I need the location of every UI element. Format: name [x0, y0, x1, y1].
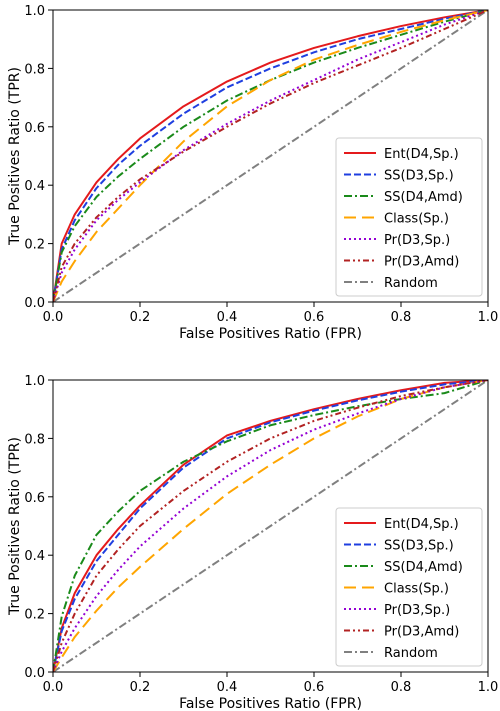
x-tick-label: 0.2	[130, 310, 151, 325]
legend-label: Pr(D3,Amd)	[384, 255, 459, 270]
series-line-class-sp	[53, 10, 488, 302]
legend-label: SS(D4,Amd)	[384, 560, 463, 575]
y-tick-label: 0.6	[24, 121, 45, 136]
roc-chart-top: 0.0 0.2 0.4 0.6 0.8 1.0 0.0 0.2 0.4 0.6 0.8 1.0 Fals…	[7, 4, 498, 342]
y-tick-label: 0.4	[24, 179, 45, 194]
x-axis-label: False Positives Ratio (FPR)	[179, 696, 362, 711]
x-tick-label: 0.0	[43, 680, 64, 695]
series-line-random	[53, 380, 488, 672]
x-tick-label: 1.0	[478, 310, 499, 325]
x-tick-label: 0.8	[391, 310, 412, 325]
y-tick-label: 0.2	[24, 608, 45, 623]
x-axis-label: False Positives Ratio (FPR)	[179, 326, 362, 342]
legend-box	[335, 507, 483, 667]
x-tick-label: 0.4	[217, 680, 238, 695]
series-line-ss-d4-amd	[53, 380, 488, 672]
legend-label: SS(D3,Sp.)	[384, 539, 454, 554]
series-line-random	[53, 10, 488, 302]
y-tick-label: 0.8	[24, 62, 45, 77]
y-tick-label: 0.4	[24, 549, 45, 564]
legend-label: Ent(D4,Sp.)	[384, 147, 459, 162]
legend-label: Pr(D3,Sp.)	[384, 233, 450, 248]
legend-label: Ent(D4,Sp.)	[384, 517, 459, 532]
y-axis-label: True Positives Ratio (TPR)	[7, 67, 23, 246]
roc-chart-bottom: 0.0 0.2 0.4 0.6 0.8 1.0 0.0 0.2 0.4 0.6 0.8 1.0 Fals…	[7, 374, 498, 711]
x-tick-label: 0.6	[304, 310, 325, 325]
series-line-pr-d3-sp	[53, 10, 488, 302]
x-tick-label: 0.6	[304, 680, 325, 695]
y-tick-label: 1.0	[24, 4, 45, 19]
legend-label: Random	[384, 276, 438, 291]
legend-label: SS(D3,Sp.)	[384, 169, 454, 184]
legend-label: SS(D4,Amd)	[384, 190, 463, 205]
plot-frame	[52, 379, 489, 673]
legend: Ent(D4,Sp.) SS(D3,Sp.) SS(D4,Amd) Class(Sp.…	[335, 507, 483, 667]
series-line-ss-d3-sp	[53, 10, 488, 302]
x-tick-label: 0.0	[43, 310, 64, 325]
y-tick-label: 1.0	[24, 374, 45, 389]
series-line-pr-d3-sp	[53, 380, 488, 672]
legend-label: Pr(D3,Sp.)	[384, 603, 450, 618]
y-axis-label: True Positives Ratio (TPR)	[7, 437, 23, 616]
series-line-ent-d4-sp	[53, 10, 488, 302]
legend: Ent(D4,Sp.) SS(D3,Sp.) SS(D4,Amd) Class(Sp.…	[335, 137, 483, 297]
series-line-ss-d3-sp	[53, 380, 488, 672]
series-line-pr-d3-amd	[53, 380, 488, 672]
x-tick-label: 0.8	[391, 680, 412, 695]
x-tick-label: 0.4	[217, 310, 238, 325]
x-tick-label: 0.2	[130, 680, 151, 695]
y-tick-label: 0.0	[24, 296, 45, 311]
y-tick-label: 0.8	[24, 432, 45, 447]
plot-frame	[52, 9, 489, 303]
series-line-pr-d3-amd	[53, 10, 488, 302]
series-lines	[53, 10, 488, 302]
legend-label: Class(Sp.)	[384, 582, 449, 597]
series-lines	[53, 380, 488, 672]
series-line-class-sp	[53, 380, 488, 672]
legend-box	[335, 137, 483, 297]
x-tick-label: 1.0	[478, 680, 499, 695]
y-tick-label: 0.2	[24, 238, 45, 253]
series-line-ent-d4-sp	[53, 380, 488, 672]
y-tick-label: 0.6	[24, 491, 45, 506]
y-tick-label: 0.0	[24, 666, 45, 681]
legend-label: Random	[384, 646, 438, 661]
legend-label: Class(Sp.)	[384, 212, 449, 227]
series-line-ss-d4-amd	[53, 10, 488, 302]
legend-label: Pr(D3,Amd)	[384, 625, 459, 640]
